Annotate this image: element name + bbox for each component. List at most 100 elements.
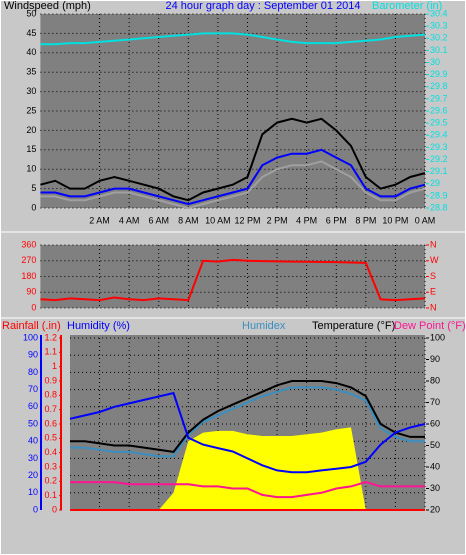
y-tick-label: 70 (28, 384, 38, 394)
y-tick-label: 90 (26, 287, 36, 297)
y2-tick-label: 80 (430, 375, 440, 385)
line (40, 148, 426, 206)
y-tick-label: 10 (26, 164, 36, 174)
y-tick-label: 20 (28, 470, 38, 480)
y-tick-label: 0 (33, 504, 38, 514)
y3-tick-label: 0.2 (44, 476, 57, 486)
x-tick-label: 2 PM (267, 215, 288, 225)
line (69, 391, 426, 474)
y2-tick-label: N (430, 239, 437, 249)
y2-tick-label: 29.4 (430, 130, 448, 140)
y2-tick-label: 29.1 (430, 166, 448, 176)
y3-tick-label: 0 (52, 504, 57, 514)
y2-label: Barometer (in) (372, 0, 442, 12)
y2-tick-label: 29.9 (430, 69, 448, 79)
y2-tick-label: 30.1 (430, 45, 448, 55)
y2-tick-label: 28.9 (430, 190, 448, 200)
y-tick-label: 180 (21, 271, 36, 281)
y2-tick-label: 100 (430, 332, 445, 342)
y-label: Windspeed (mph) (4, 0, 91, 12)
y2-tick-label: 60 (430, 418, 440, 428)
y2-tick-label: 40 (430, 461, 440, 471)
y-tick-label: 80 (28, 367, 38, 377)
y3-tick-label: 0.3 (44, 461, 57, 471)
y-tick-label: 100 (23, 332, 38, 342)
y-tick-label: 30 (28, 453, 38, 463)
x-tick-label: 6 AM (148, 215, 169, 225)
line (40, 117, 426, 202)
y-tick-label: 10 (28, 487, 38, 497)
y-label: Humidity (%) (67, 320, 130, 332)
x-tick-label: 8 AM (178, 215, 199, 225)
y2-tick-label: 29.2 (430, 154, 448, 164)
y-tick-label: 20 (26, 125, 36, 135)
y2-tick-label: 90 (430, 354, 440, 364)
y-tick-label: 270 (21, 255, 36, 265)
y2-tick-label: 50 (430, 440, 440, 450)
y2-tick-label: 30.3 (430, 21, 448, 31)
y-tick-label: 5 (31, 183, 36, 193)
y-tick-label: 90 (28, 350, 38, 360)
x-tick-label: 10 AM (205, 215, 231, 225)
line (70, 386, 425, 458)
y2-tick-label: 29.5 (430, 118, 448, 128)
y-tick-label: 0 (31, 202, 36, 212)
series-label: Dew Point (°F) (394, 320, 466, 332)
x-tick-label: 12 PM (234, 215, 260, 225)
y3-tick-label: 1 (52, 361, 57, 371)
y3-tick-label: 0.1 (44, 490, 57, 500)
y2-tick-label: 29.7 (430, 93, 448, 103)
y-tick-label: 50 (26, 8, 36, 18)
x-tick-label: 10 PM (382, 215, 408, 225)
y-tick-label: 40 (28, 436, 38, 446)
y2-label: Temperature (°F) (312, 320, 395, 332)
y-tick-label: 30 (26, 86, 36, 96)
y2-tick-label: 29 (430, 178, 440, 188)
x-tick-label: 4 PM (296, 215, 317, 225)
chart-title: 24 hour graph day : September 01 2014 (165, 0, 360, 12)
y3-label: Rainfall (.in) (2, 320, 61, 332)
y-tick-label: 40 (26, 47, 36, 57)
y-tick-label: 15 (26, 144, 36, 154)
y2-tick-label: 30.4 (430, 8, 448, 18)
y2-tick-label: 29.3 (430, 142, 448, 152)
y2-tick-label: E (430, 287, 436, 297)
y3-tick-label: 0.9 (44, 375, 57, 385)
y2-tick-label: 29.8 (430, 81, 448, 91)
y2-tick-label: S (430, 271, 436, 281)
y-tick-label: 360 (21, 239, 36, 249)
y2-tick-label: W (430, 255, 439, 265)
y3-tick-label: 0.5 (44, 433, 57, 443)
y3-tick-label: 0.6 (44, 418, 57, 428)
y-tick-label: 35 (26, 67, 36, 77)
x-tick-label: 8 PM (355, 215, 376, 225)
y2-tick-label: 70 (430, 397, 440, 407)
line (40, 32, 426, 46)
x-tick-label: 6 PM (326, 215, 347, 225)
x-tick-label: 0 AM (415, 215, 436, 225)
y2-tick-label: 30 (430, 483, 440, 493)
y-tick-label: 50 (28, 418, 38, 428)
y2-tick-label: 20 (430, 504, 440, 514)
y3-tick-label: 0.8 (44, 390, 57, 400)
y2-tick-label: 30.2 (430, 33, 448, 43)
y2-tick-label: 30 (430, 57, 440, 67)
y3-tick-label: 0.4 (44, 447, 57, 457)
y-tick-label: 45 (26, 28, 36, 38)
line (70, 481, 425, 499)
y2-tick-label: 29.6 (430, 105, 448, 115)
line (40, 258, 426, 302)
y3-tick-label: 0.7 (44, 404, 57, 414)
y2-tick-label: N (430, 302, 437, 312)
y-tick-label: 25 (26, 105, 36, 115)
line (40, 160, 426, 210)
x-tick-label: 4 AM (119, 215, 140, 225)
line (70, 380, 425, 453)
y-tick-label: 60 (28, 401, 38, 411)
series-label: Humidex (242, 320, 286, 332)
y2-tick-label: 28.8 (430, 202, 448, 212)
y3-tick-label: 1.2 (44, 332, 57, 342)
x-tick-label: 2 AM (89, 215, 110, 225)
y3-tick-label: 1.1 (44, 347, 57, 357)
